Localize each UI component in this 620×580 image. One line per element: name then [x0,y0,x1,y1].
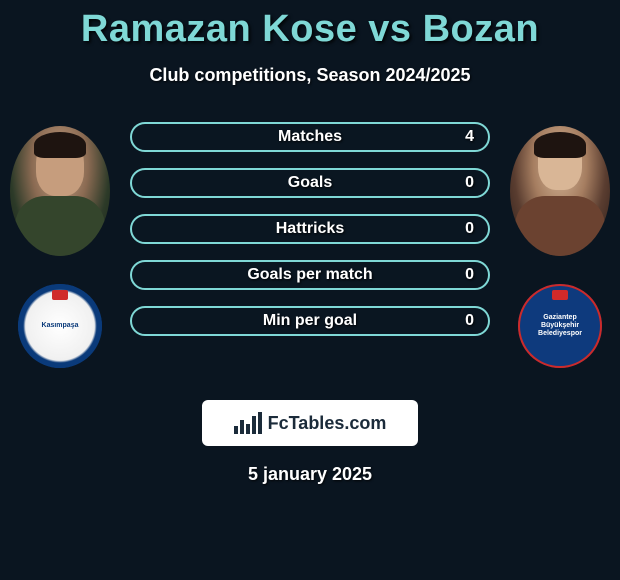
stat-label: Hattricks [132,220,488,238]
main-row: Kasımpaşa Matches 4 Goals 0 Hattricks 0 … [0,122,620,368]
left-club-name: Kasımpaşa [42,322,79,330]
left-player-avatar [10,126,110,256]
stat-label: Min per goal [132,312,488,330]
stat-row-matches: Matches 4 [130,122,490,152]
left-player-column: Kasımpaşa [0,122,120,368]
stat-value-right: 0 [465,174,474,192]
stat-label: Goals per match [132,266,488,284]
right-club-logo: Gaziantep Büyükşehir Belediyespor [518,284,602,368]
date-text: 5 january 2025 [0,464,620,485]
stats-column: Matches 4 Goals 0 Hattricks 0 Goals per … [120,122,500,336]
left-club-logo: Kasımpaşa [18,284,102,368]
stat-value-right: 4 [465,128,474,146]
stat-label: Goals [132,174,488,192]
stat-row-goals-per-match: Goals per match 0 [130,260,490,290]
stat-row-min-per-goal: Min per goal 0 [130,306,490,336]
stat-row-hattricks: Hattricks 0 [130,214,490,244]
stat-value-right: 0 [465,266,474,284]
footer-brand-text: FcTables.com [268,413,387,434]
right-club-name: Gaziantep Büyükşehir Belediyespor [530,314,590,337]
right-player-column: Gaziantep Büyükşehir Belediyespor [500,122,620,368]
stat-value-right: 0 [465,220,474,238]
stat-label: Matches [132,128,488,146]
stat-row-goals: Goals 0 [130,168,490,198]
infographic-root: Ramazan Kose vs Bozan Club competitions,… [0,0,620,485]
footer-brand-badge: FcTables.com [202,400,418,446]
stat-value-right: 0 [465,312,474,330]
page-title: Ramazan Kose vs Bozan [0,8,620,51]
bar-chart-icon [234,412,262,434]
right-player-avatar [510,126,610,256]
subtitle: Club competitions, Season 2024/2025 [0,65,620,86]
